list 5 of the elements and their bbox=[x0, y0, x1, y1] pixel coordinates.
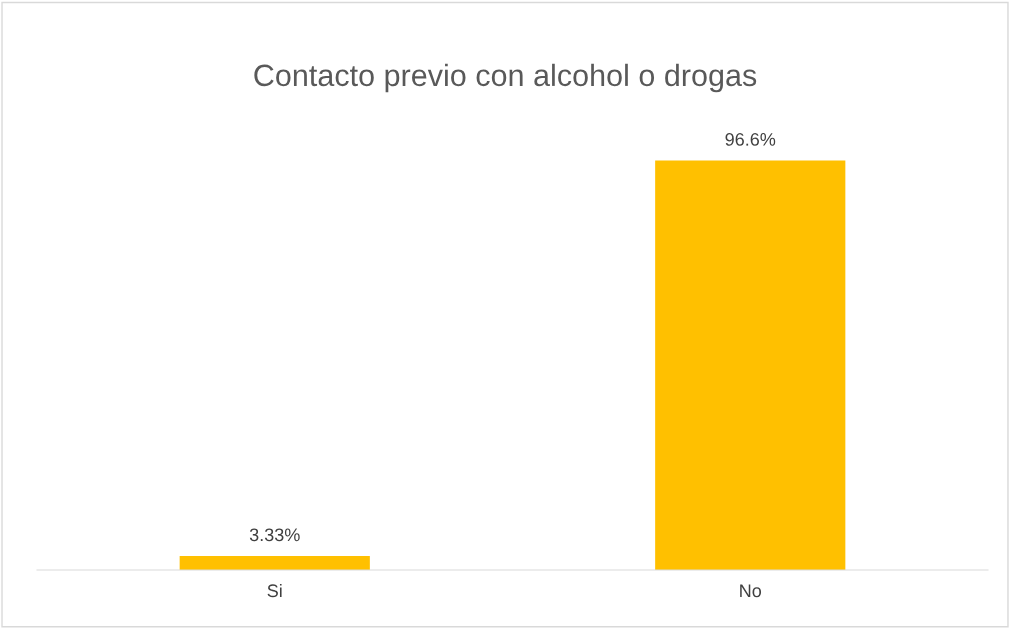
chart-title: Contacto previo con alcohol o drogas bbox=[254, 63, 757, 93]
data-label: 3.33% bbox=[249, 528, 300, 542]
data-label: 96.6% bbox=[725, 133, 776, 146]
x-tick-label: No bbox=[740, 584, 762, 598]
x-tick-label: Si bbox=[267, 583, 282, 598]
